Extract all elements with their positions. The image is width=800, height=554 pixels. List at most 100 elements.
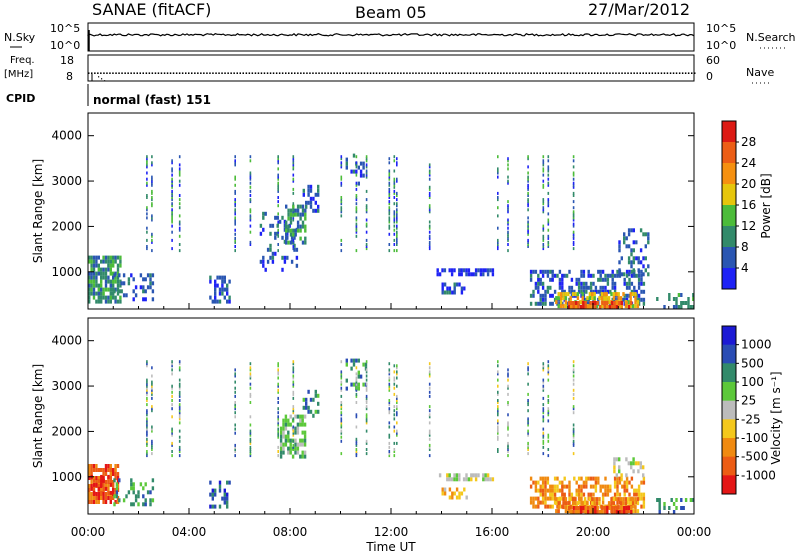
heatmap-cell [113, 478, 116, 483]
freq-point [463, 72, 466, 74]
heatmap-cell [139, 285, 143, 290]
heatmap-cell [109, 480, 112, 484]
heatmap-cell [547, 220, 550, 224]
heatmap-cell [234, 216, 236, 220]
heatmap-cell [601, 277, 605, 282]
heatmap-cell [171, 191, 173, 195]
heatmap-cell [249, 362, 252, 366]
heatmap-cell [388, 382, 391, 386]
x-tick-label: 08:00 [273, 525, 308, 539]
heatmap-cell [340, 421, 343, 425]
heatmap-cell [302, 192, 305, 197]
heatmap-cell [312, 397, 315, 402]
freq-point [527, 72, 529, 74]
heatmap-cell [226, 283, 229, 288]
heatmap-cell [572, 177, 575, 181]
heatmap-cell [234, 208, 236, 212]
heatmap-cell [146, 419, 148, 423]
heatmap-cell [572, 240, 575, 244]
heatmap-cell [294, 430, 297, 435]
heatmap-cell [563, 484, 566, 489]
heatmap-cell [277, 196, 279, 199]
heatmap-cell [591, 296, 594, 301]
heatmap-cell [611, 277, 614, 282]
heatmap-cell [365, 401, 368, 404]
heatmap-cell [345, 358, 348, 363]
heatmap-cell [569, 505, 572, 510]
heatmap-cell [102, 259, 105, 264]
heatmap-cell [249, 450, 252, 453]
heatmap-cell [591, 497, 594, 502]
heatmap-cell [393, 382, 396, 386]
heatmap-cell [529, 273, 533, 278]
heatmap-cell [340, 419, 343, 423]
velocity-cells [88, 358, 695, 514]
nsky-left-tick-bottom: 10^0 [50, 39, 80, 52]
heatmap-cell [112, 263, 115, 268]
heatmap-cell [532, 293, 535, 298]
heatmap-cell [527, 366, 529, 370]
heatmap-cell [581, 292, 584, 297]
heatmap-cell [675, 506, 678, 510]
heatmap-cell [541, 492, 545, 497]
heatmap-cell [271, 251, 275, 256]
freq-point [475, 72, 478, 74]
heatmap-cell [507, 372, 509, 376]
heatmap-cell [97, 263, 100, 268]
heatmap-cell [642, 504, 646, 509]
heatmap-cell [507, 378, 509, 382]
heatmap-cell [629, 292, 632, 297]
heatmap-cell [572, 382, 575, 386]
heatmap-cell [532, 496, 535, 501]
heatmap-cell [301, 418, 304, 423]
heatmap-cell [171, 161, 173, 165]
heatmap-cell [314, 192, 317, 197]
freq-point [572, 72, 575, 74]
heatmap-cell [146, 425, 148, 429]
heatmap-cell [632, 272, 635, 277]
heatmap-cell [282, 430, 285, 435]
heatmap-cell [567, 301, 571, 305]
heatmap-cell [355, 208, 358, 212]
heatmap-cell [637, 297, 641, 302]
heatmap-cell [249, 441, 252, 445]
heatmap-cell [611, 273, 614, 278]
heatmap-cell [355, 194, 358, 197]
heatmap-cell [317, 204, 320, 209]
heatmap-cell [209, 275, 212, 280]
heatmap-cell [92, 476, 96, 480]
heatmap-cell [497, 378, 499, 382]
heatmap-cell [458, 268, 461, 273]
heatmap-cell [604, 289, 607, 294]
heatmap-cell [122, 293, 126, 298]
freq-point [115, 72, 117, 74]
heatmap-cell [317, 192, 320, 197]
colorbar-segment [722, 326, 736, 346]
heatmap-cell [634, 461, 638, 466]
heatmap-cell [301, 212, 305, 217]
heatmap-cell [428, 382, 431, 386]
heatmap-cell [497, 196, 499, 199]
heatmap-cell [292, 245, 295, 248]
freq-point [139, 72, 141, 74]
heatmap-cell [292, 228, 295, 233]
heatmap-cell [109, 295, 112, 300]
heatmap-cell [484, 268, 487, 273]
heatmap-cell [580, 273, 583, 278]
heatmap-cell [90, 283, 93, 288]
heatmap-cell [365, 198, 368, 202]
heatmap-cell [575, 506, 578, 510]
heatmap-cell [618, 260, 621, 265]
heatmap-cell [542, 234, 545, 238]
freq-point [224, 72, 226, 74]
heatmap-cell [572, 191, 575, 195]
heatmap-cell [656, 498, 659, 502]
heatmap-cell [95, 496, 98, 500]
heatmap-cell [88, 496, 91, 500]
heatmap-cell [178, 206, 181, 210]
heatmap-cell [307, 389, 310, 394]
heatmap-cell [249, 218, 252, 222]
heatmap-cell [151, 196, 153, 199]
heatmap-cell [474, 477, 478, 482]
